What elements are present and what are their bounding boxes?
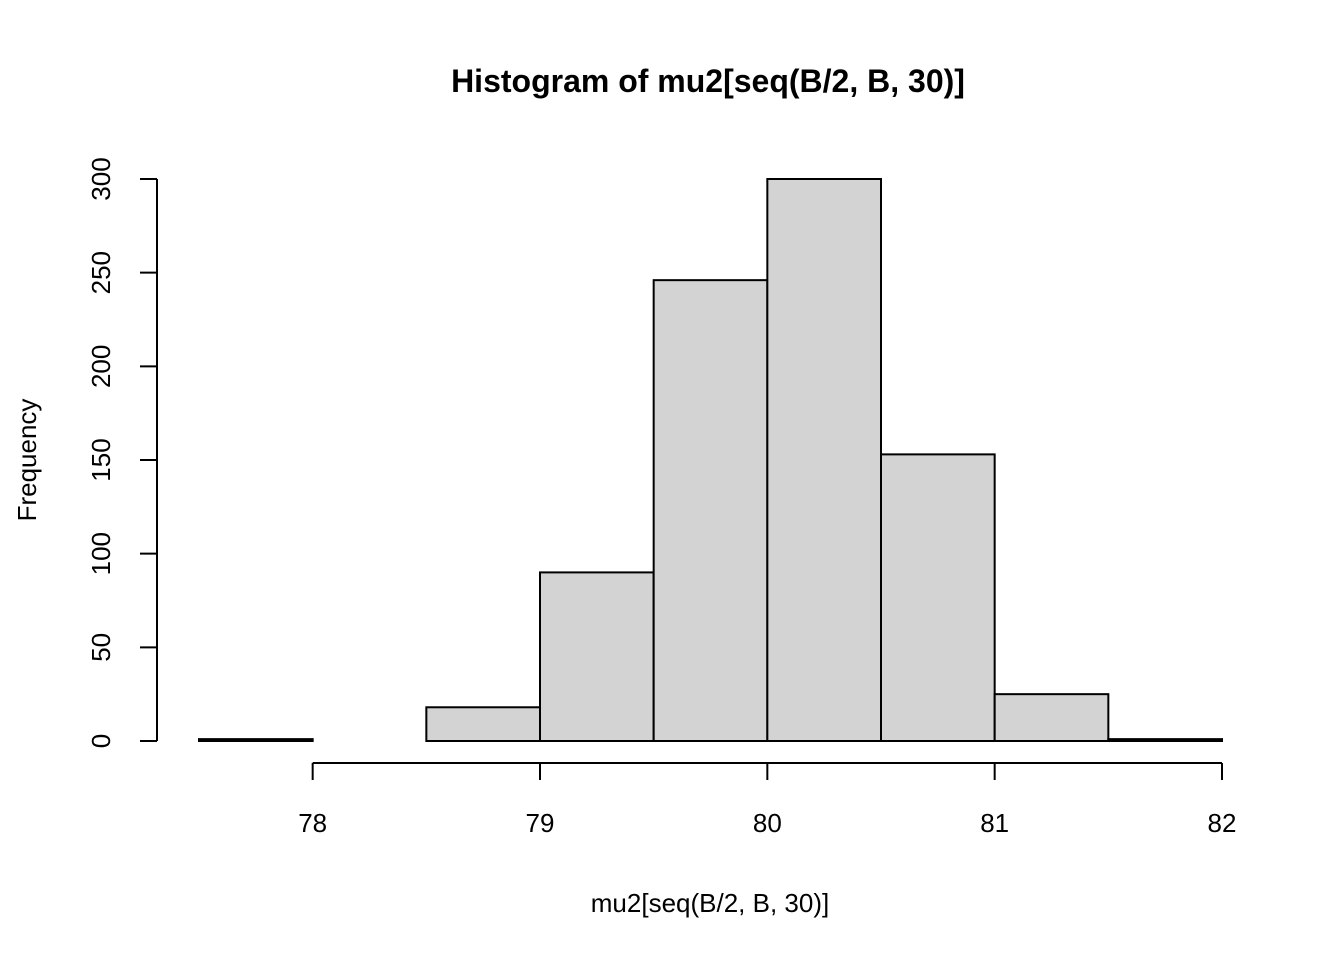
y-tick-label: 0 [86, 734, 116, 748]
x-tick-label: 80 [753, 808, 782, 838]
histogram-bar [766, 178, 882, 742]
y-axis: 0 50 100 150 200 250 300 [86, 157, 158, 748]
histogram-bar [198, 738, 314, 742]
histogram-bar [1107, 738, 1224, 742]
bars-group [198, 178, 1224, 743]
y-tick-label: 200 [86, 345, 116, 388]
histogram-bar [880, 453, 996, 742]
x-tick-label: 78 [298, 808, 327, 838]
histogram-bar [993, 693, 1110, 743]
histogram-bar [652, 279, 769, 742]
histogram-bar [539, 571, 655, 743]
x-axis: 78 79 80 81 82 [298, 762, 1237, 838]
x-tick-label: 79 [526, 808, 555, 838]
chart-title: Histogram of mu2[seq(B/2, B, 30)] [451, 63, 965, 99]
y-tick-label: 100 [86, 532, 116, 575]
x-tick-label: 81 [980, 808, 1009, 838]
y-tick-label: 300 [86, 157, 116, 200]
x-axis-label: mu2[seq(B/2, B, 30)] [591, 888, 829, 918]
y-tick-label: 50 [86, 633, 116, 662]
y-tick-label: 150 [86, 438, 116, 481]
y-tick-label: 250 [86, 251, 116, 294]
x-tick-label: 82 [1208, 808, 1237, 838]
histogram-bar [425, 706, 542, 743]
y-axis-label: Frequency [12, 399, 42, 522]
